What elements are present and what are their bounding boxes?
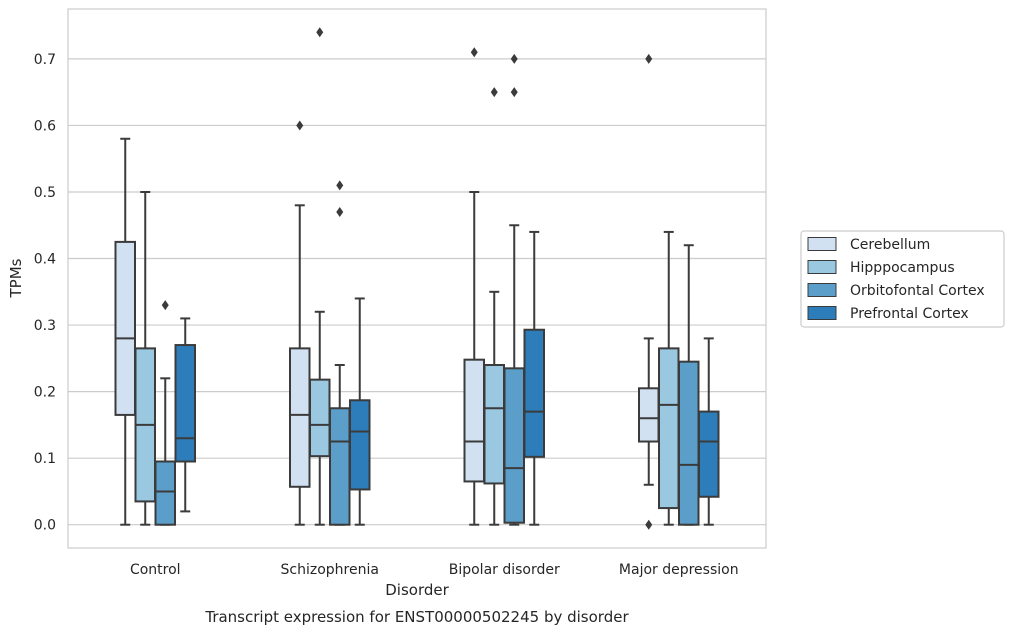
chart-caption: Transcript expression for ENST0000050224…: [204, 608, 629, 626]
y-tick-label: 0.7: [34, 52, 56, 68]
legend: Cerebellum Hipppocampus Orbitofontal Corte…: [800, 230, 1005, 328]
y-tick-label: 0.5: [34, 185, 56, 201]
box-1-2: [329, 180, 351, 526]
box-groups: [114, 27, 720, 530]
box-0-2: [154, 300, 176, 526]
y-tick-label: 0.0: [34, 518, 56, 534]
x-axis-label: Disorder: [385, 581, 449, 599]
box-1-0: [289, 120, 311, 526]
box-iqr: [483, 364, 505, 485]
legend-label: Orbitofontal Cortex: [850, 283, 985, 299]
box-iqr: [678, 360, 700, 526]
x-tick-label: Control: [130, 562, 181, 578]
box-0-0: [114, 137, 136, 526]
y-tick-label: 0.6: [34, 118, 56, 134]
outlier-point: [316, 27, 324, 38]
outlier-point: [510, 87, 518, 98]
x-tick-label: Major depression: [619, 562, 739, 578]
plot-frame: [67, 8, 767, 549]
y-tick-label: 0.2: [34, 385, 56, 401]
box-1-3: [349, 297, 371, 526]
box-2-2: [503, 53, 525, 526]
box-iqr: [503, 367, 525, 524]
legend-label: Hipppocampus: [850, 260, 955, 276]
box-iqr: [658, 347, 680, 510]
y-tick-label: 0.4: [34, 252, 56, 268]
y-tick-label: 0.1: [34, 451, 56, 467]
y-axis-ticks: 0.0 0.1 0.2 0.3 0.4 0.5 0.6 0.7: [34, 52, 56, 534]
box-3-1: [658, 230, 680, 526]
legend-frame: [800, 230, 1005, 328]
outlier-point: [645, 53, 653, 64]
x-axis-ticks: Control Schizophrenia Bipolar disorder Majo…: [130, 562, 739, 578]
y-axis-label: TPMs: [7, 258, 25, 298]
x-tick-label: Schizophrenia: [281, 562, 379, 578]
outlier-point: [296, 120, 304, 131]
y-tick-label: 0.3: [34, 318, 56, 334]
box-iqr: [329, 407, 351, 526]
box-1-1: [309, 27, 331, 526]
box-iqr: [154, 460, 176, 526]
x-tick-label: Bipolar disorder: [449, 562, 560, 578]
box-iqr: [349, 399, 371, 491]
box-iqr: [289, 347, 311, 488]
box-3-2: [678, 244, 700, 526]
outlier-point: [645, 519, 653, 530]
box-iqr: [523, 328, 545, 458]
box-iqr: [174, 344, 196, 463]
box-iqr: [463, 358, 485, 483]
outlier-point: [490, 87, 498, 98]
box-iqr: [309, 378, 331, 458]
legend-swatch: [807, 283, 837, 297]
legend-swatch: [807, 260, 837, 274]
outlier-point: [336, 180, 344, 191]
legend-label: Cerebellum: [850, 237, 930, 253]
box-2-1: [483, 87, 505, 526]
box-iqr: [698, 410, 720, 498]
box-iqr: [114, 240, 136, 416]
box-2-3: [523, 230, 545, 526]
outlier-point: [336, 206, 344, 217]
box-2-0: [463, 47, 485, 526]
legend-swatch: [807, 237, 837, 251]
legend-label: Prefrontal Cortex: [850, 306, 969, 322]
outlier-point: [510, 53, 518, 64]
box-0-3: [174, 317, 196, 513]
box-iqr: [638, 387, 660, 443]
outlier-point: [470, 47, 478, 58]
box-3-0: [638, 53, 660, 530]
legend-swatch: [807, 306, 837, 320]
box-3-3: [698, 337, 720, 526]
box-0-1: [134, 190, 156, 526]
outlier-point: [161, 300, 169, 311]
